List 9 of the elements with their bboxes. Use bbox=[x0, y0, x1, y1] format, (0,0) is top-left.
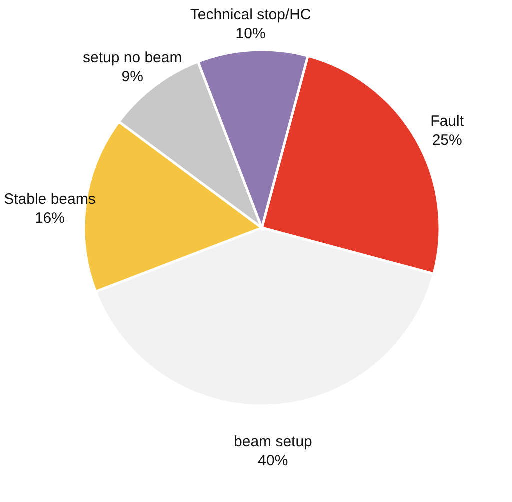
slice-label: Fault bbox=[430, 113, 465, 130]
slice-label: Technical stop/HC bbox=[190, 6, 312, 24]
data-label: 10% bbox=[236, 25, 266, 42]
data-label: 16% bbox=[34, 210, 65, 227]
data-label: 40% bbox=[258, 452, 288, 470]
slice-label: beam setup bbox=[234, 434, 312, 451]
slice-label: setup no beam bbox=[82, 50, 182, 67]
data-label: 25% bbox=[432, 132, 462, 149]
data-label: 9% bbox=[122, 68, 144, 86]
